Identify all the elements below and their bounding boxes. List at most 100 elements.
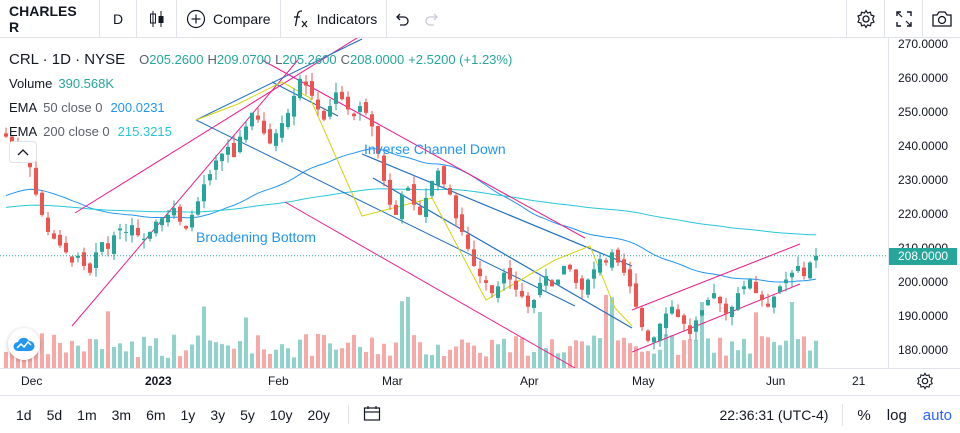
candle-body [34, 167, 38, 195]
candle-body [322, 110, 326, 120]
candle-body [370, 114, 374, 127]
interval-button[interactable]: D [100, 0, 137, 38]
date-range-button[interactable] [348, 405, 387, 424]
candle-body [496, 286, 500, 298]
volume-bar [418, 342, 422, 368]
time-axis[interactable]: Dec 2023 Feb Mar Apr May Jun 21 [0, 368, 960, 394]
change-value: +2.5200 (+1.23%) [408, 51, 513, 67]
volume-bar [310, 355, 314, 368]
percent-toggle[interactable]: % [857, 406, 871, 424]
volume-bar [184, 350, 188, 368]
candle-body [88, 263, 92, 273]
range-5y[interactable]: 5y [240, 406, 255, 423]
candle-body [268, 129, 272, 144]
volume-row[interactable]: Volume 390.568K [9, 71, 516, 95]
range-20y[interactable]: 20y [307, 406, 331, 423]
range-1m[interactable]: 1m [77, 406, 97, 423]
candle-body [220, 153, 224, 162]
open-value: 205.2600 [149, 51, 204, 67]
candle-body [406, 187, 410, 191]
candle-body [460, 214, 464, 232]
volume-bar [646, 351, 650, 368]
candle-body [532, 299, 536, 308]
candle-body [688, 325, 692, 334]
volume-bar [694, 339, 698, 368]
volume-bar [34, 347, 38, 368]
broadening-top-line [195, 38, 363, 121]
candle-body [586, 279, 590, 295]
tradingview-logo[interactable] [8, 328, 40, 360]
undo-button[interactable] [387, 0, 417, 38]
range-3y[interactable]: 3y [210, 406, 226, 423]
price-scale[interactable]: 270.0000 260.0000 250.0000 240.0000 230.0000… [888, 36, 960, 368]
candle-body [274, 133, 278, 147]
candle-body [238, 136, 242, 153]
close-key: C [340, 51, 350, 67]
redo-button[interactable] [417, 0, 447, 38]
candle-body [262, 120, 266, 134]
candle-body [724, 303, 728, 314]
ema200-row[interactable]: EMA 200 close 0 215.3215 [9, 119, 516, 143]
screenshot-button[interactable] [922, 0, 960, 38]
range-10y[interactable]: 10y [269, 406, 293, 423]
fullscreen-button[interactable] [884, 0, 922, 38]
candle-body [778, 286, 782, 293]
volume-bar [46, 354, 50, 368]
candle-body [148, 231, 152, 239]
candle-body [610, 252, 614, 268]
volume-bar [508, 352, 512, 368]
undo-icon [396, 13, 409, 26]
candle-body [520, 290, 524, 297]
candle-body [184, 225, 188, 229]
candle-body [292, 95, 296, 117]
auto-toggle[interactable]: auto [922, 406, 952, 424]
range-1y[interactable]: 1y [180, 406, 196, 423]
price-tick: 190.0000 [898, 308, 949, 323]
range-3m[interactable]: 3m [111, 406, 132, 423]
compare-button[interactable]: Compare [177, 0, 281, 38]
chart-style-button[interactable] [137, 0, 177, 38]
settings-button[interactable] [846, 0, 884, 38]
candle-body [244, 126, 248, 140]
candle-body [226, 146, 230, 155]
volume-bar [262, 349, 266, 368]
volume-bar [580, 341, 584, 368]
candle-body [562, 265, 566, 275]
clock[interactable]: 22:36:31 (UTC-4) [705, 404, 844, 426]
volume-bar [442, 355, 446, 368]
candle-body [646, 330, 650, 341]
volume-bar [346, 342, 350, 368]
inverse-channel-down-annotation[interactable]: Inverse Channel Down [364, 141, 506, 157]
low-key: L [275, 51, 283, 67]
candles-icon [149, 10, 163, 27]
candle-body [70, 256, 74, 263]
candle-body [448, 187, 452, 195]
candle-body [712, 293, 716, 299]
volume-bar [190, 344, 194, 368]
ema50-row[interactable]: EMA 50 close 0 200.0231 [9, 95, 516, 119]
range-1d[interactable]: 1d [16, 406, 32, 423]
candle-body [634, 283, 638, 307]
candle-body [490, 285, 494, 294]
fx-icon [293, 9, 308, 27]
log-toggle[interactable]: log [886, 406, 907, 424]
broadening-bottom-annotation[interactable]: Broadening Bottom [196, 229, 316, 245]
candle-body [400, 194, 404, 220]
volume-bar [208, 340, 212, 368]
volume-bar [214, 342, 218, 368]
compare-label: Compare [213, 10, 271, 27]
ema50-label: EMA [9, 99, 38, 115]
candle-body [4, 133, 8, 137]
indicators-button[interactable]: Indicators [281, 0, 388, 38]
volume-bar [466, 342, 470, 368]
range-6m[interactable]: 6m [146, 406, 166, 423]
scale-settings-button[interactable] [916, 372, 934, 395]
price-tick: 270.0000 [898, 36, 949, 51]
candle-body [718, 296, 722, 304]
volume-bar [304, 334, 308, 368]
volume-bar [574, 340, 578, 368]
volume-bar [598, 338, 602, 368]
range-5d[interactable]: 5d [46, 406, 63, 423]
symbol-search[interactable]: CHARLES R [0, 0, 100, 38]
legend-collapse-button[interactable] [9, 141, 37, 163]
